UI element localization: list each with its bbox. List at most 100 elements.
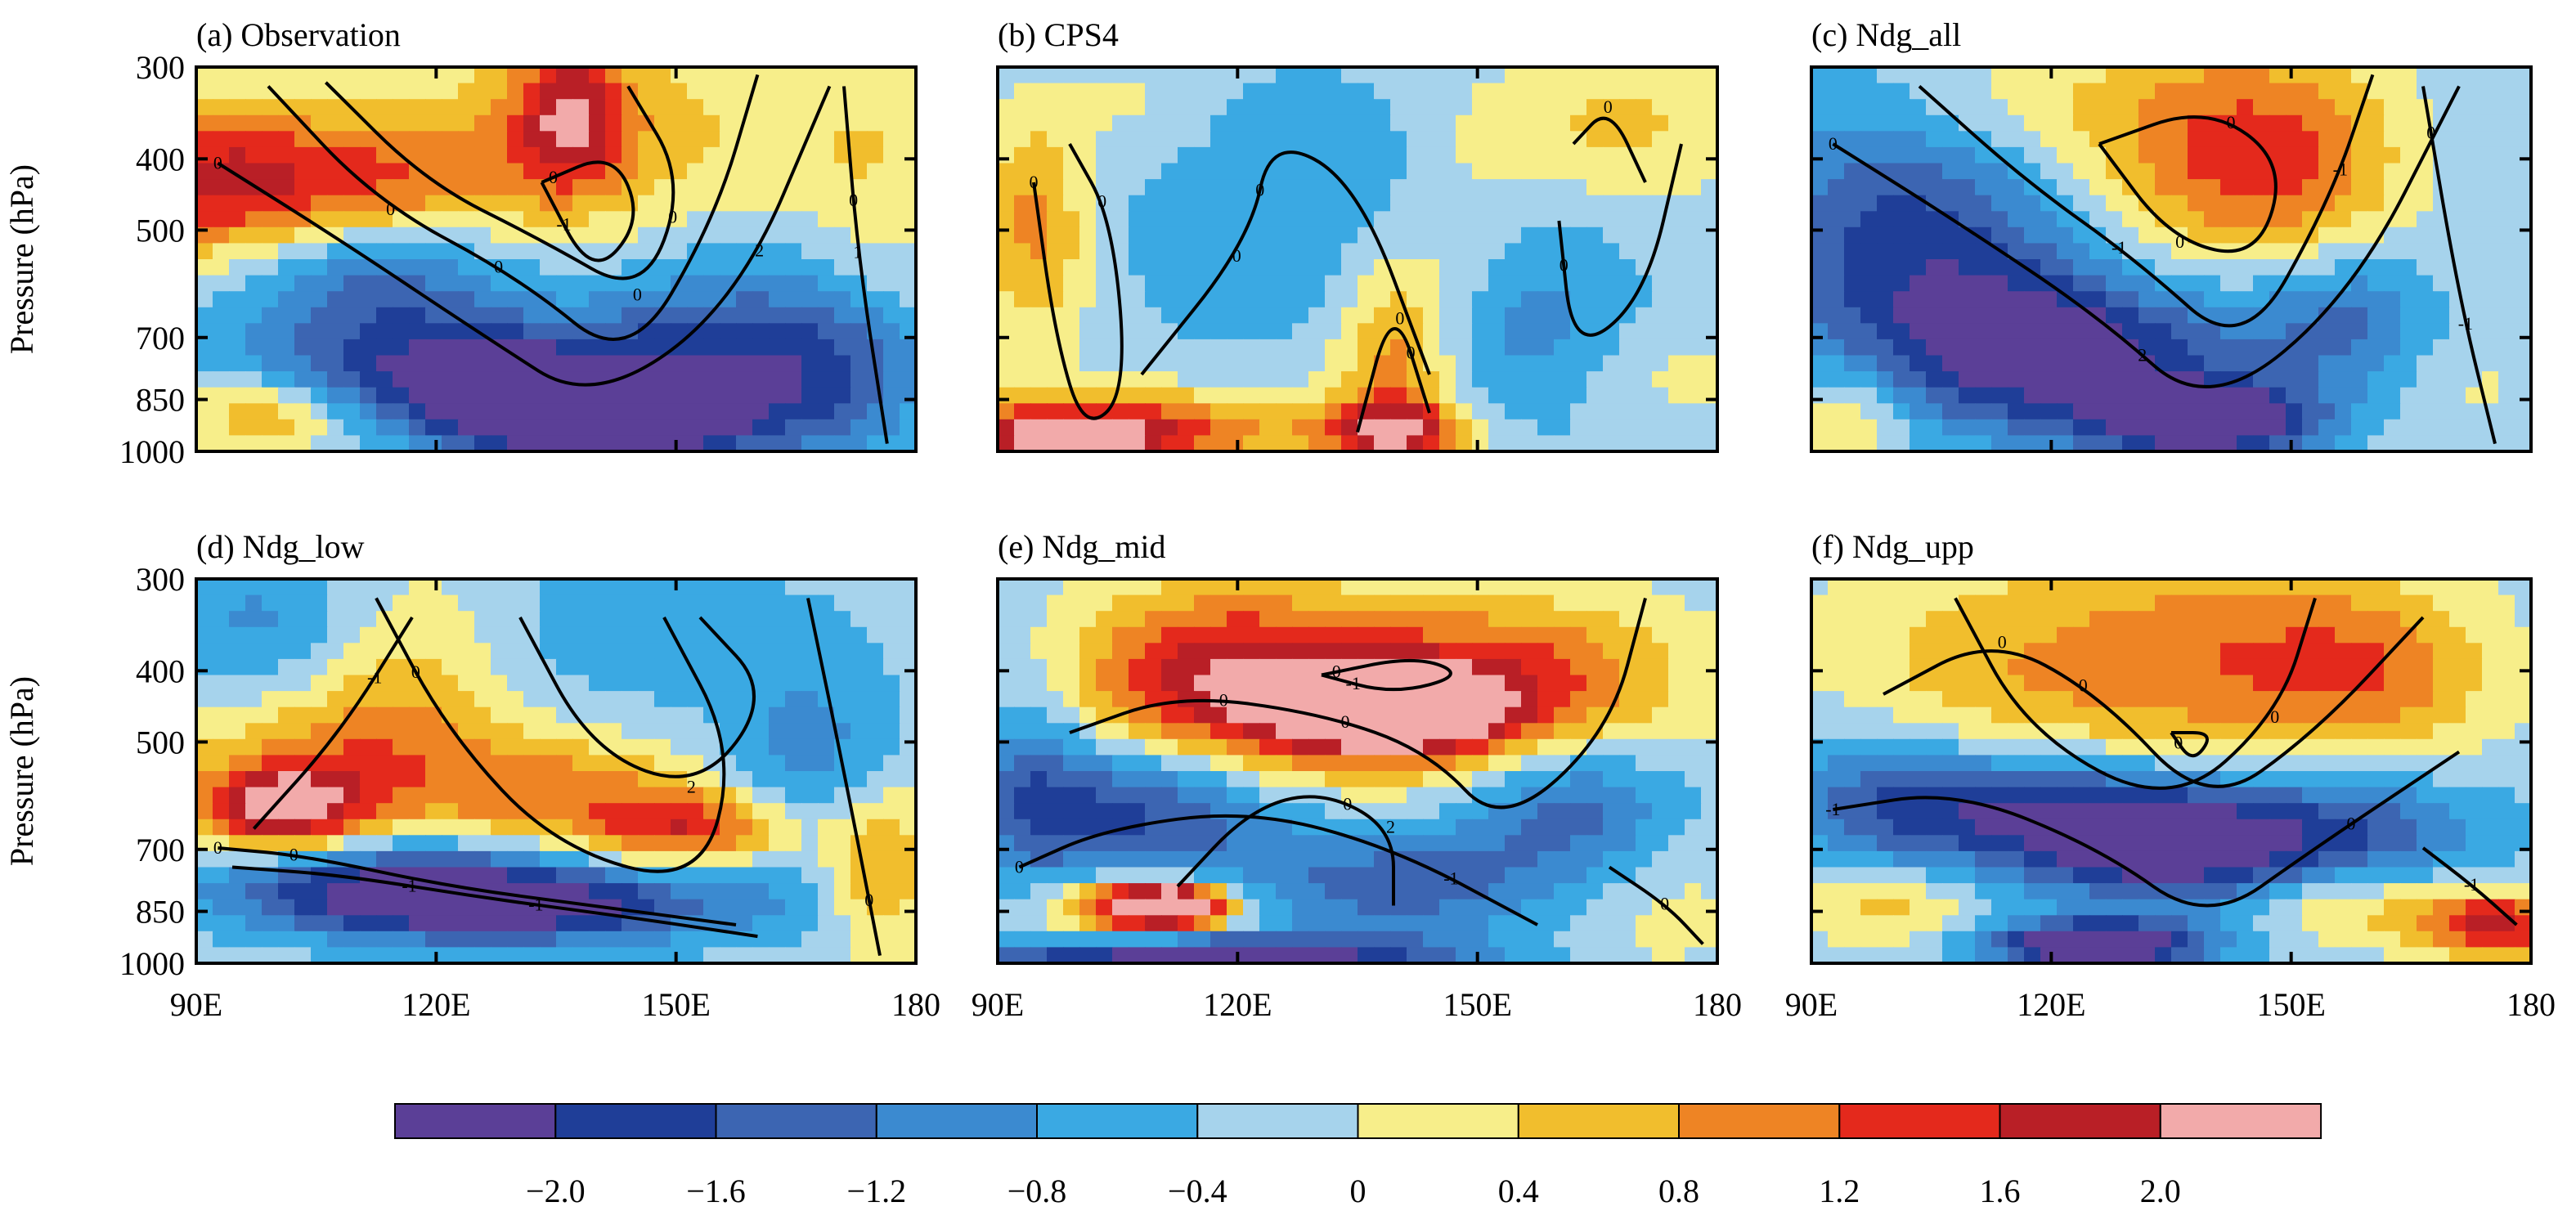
field-cell bbox=[1145, 755, 1162, 772]
field-cell bbox=[245, 755, 263, 772]
field-cell bbox=[2008, 403, 2025, 420]
field-cell bbox=[1030, 691, 1048, 708]
field-cell bbox=[1554, 594, 1571, 612]
field-cell bbox=[425, 803, 442, 820]
field-cell bbox=[572, 850, 590, 868]
field-cell bbox=[1991, 163, 2008, 180]
field-cell bbox=[523, 403, 541, 420]
field-cell bbox=[1079, 579, 1097, 596]
field-cell bbox=[850, 771, 868, 788]
field-cell bbox=[442, 211, 459, 228]
field-cell bbox=[1407, 435, 1424, 451]
field-cell bbox=[229, 211, 246, 228]
field-cell bbox=[245, 835, 263, 852]
field-cell bbox=[2237, 227, 2254, 244]
field-cell bbox=[998, 771, 1015, 788]
field-cell bbox=[458, 723, 475, 740]
field-cell bbox=[1423, 227, 1440, 244]
field-cell bbox=[2367, 99, 2385, 116]
field-cell bbox=[654, 883, 671, 900]
field-cell bbox=[458, 419, 475, 437]
field-cell bbox=[1910, 355, 1927, 372]
field-cell bbox=[900, 691, 916, 708]
field-cell bbox=[2171, 211, 2188, 228]
field-cell bbox=[589, 387, 606, 405]
field-cell bbox=[834, 658, 851, 676]
field-cell bbox=[1129, 307, 1146, 325]
field-cell bbox=[1063, 419, 1080, 437]
field-cell bbox=[2073, 419, 2090, 437]
field-cell bbox=[1308, 371, 1326, 388]
field-cell bbox=[2237, 339, 2254, 357]
field-cell bbox=[1505, 403, 1522, 420]
field-cell bbox=[1341, 435, 1358, 451]
field-cell bbox=[556, 947, 573, 963]
field-cell bbox=[2417, 355, 2434, 372]
field-cell bbox=[998, 259, 1015, 276]
field-cell bbox=[1129, 403, 1146, 420]
field-cell bbox=[245, 947, 263, 963]
field-cell bbox=[1586, 179, 1604, 196]
field-cell bbox=[1292, 755, 1309, 772]
field-cell bbox=[360, 626, 377, 644]
field-cell bbox=[2498, 355, 2515, 372]
field-cell bbox=[1374, 179, 1391, 196]
field-cell bbox=[376, 67, 393, 84]
field-cell bbox=[2008, 243, 2025, 260]
field-cell bbox=[1407, 419, 1424, 437]
field-cell bbox=[393, 339, 410, 357]
field-cell bbox=[1652, 755, 1669, 772]
field-cell bbox=[2024, 83, 2041, 100]
field-cell bbox=[883, 594, 900, 612]
field-cell bbox=[1096, 755, 1113, 772]
field-cell bbox=[1685, 626, 1702, 644]
field-cell bbox=[1423, 435, 1440, 451]
field-cell bbox=[867, 419, 884, 437]
field-cell bbox=[589, 835, 606, 852]
field-cell bbox=[540, 755, 557, 772]
field-cell bbox=[1178, 594, 1195, 612]
field-cell bbox=[1178, 643, 1195, 660]
field-cell bbox=[1505, 259, 1522, 276]
field-cell bbox=[523, 947, 541, 963]
field-cell bbox=[1570, 339, 1587, 357]
field-cell bbox=[507, 146, 524, 164]
field-cell bbox=[1811, 179, 1829, 196]
field-cell bbox=[622, 803, 639, 820]
field-cell bbox=[556, 723, 573, 740]
field-cell bbox=[671, 355, 688, 372]
field-cell bbox=[1112, 163, 1129, 180]
field-cell bbox=[2515, 114, 2531, 132]
field-cell bbox=[1537, 67, 1555, 84]
field-cell bbox=[1554, 706, 1571, 724]
field-cell bbox=[1243, 706, 1260, 724]
contour-label: 0 bbox=[1604, 96, 1613, 117]
field-cell bbox=[360, 227, 377, 244]
field-cell bbox=[687, 611, 704, 628]
contour-label: 0 bbox=[1560, 254, 1568, 275]
field-cell bbox=[1112, 403, 1129, 420]
field-cell bbox=[1259, 83, 1277, 100]
field-cell bbox=[572, 803, 590, 820]
field-cell bbox=[622, 691, 639, 708]
field-cell bbox=[752, 371, 770, 388]
field-cell bbox=[2253, 83, 2270, 100]
field-cell bbox=[1227, 419, 1244, 437]
field-cell bbox=[376, 738, 393, 756]
field-cell bbox=[2433, 419, 2450, 437]
field-cell bbox=[1308, 243, 1326, 260]
field-cell bbox=[1161, 243, 1178, 260]
field-cell bbox=[1586, 435, 1604, 451]
field-cell bbox=[1145, 227, 1162, 244]
field-cell bbox=[1145, 83, 1162, 100]
field-cell bbox=[2024, 195, 2041, 213]
field-cell bbox=[1407, 83, 1424, 100]
field-cell bbox=[1554, 675, 1571, 692]
field-cell bbox=[294, 339, 312, 357]
field-cell bbox=[687, 579, 704, 596]
field-cell bbox=[2400, 291, 2417, 308]
field-cell bbox=[736, 915, 753, 932]
field-cell bbox=[1423, 723, 1440, 740]
field-cell bbox=[2466, 435, 2483, 451]
field-cell bbox=[1161, 99, 1178, 116]
